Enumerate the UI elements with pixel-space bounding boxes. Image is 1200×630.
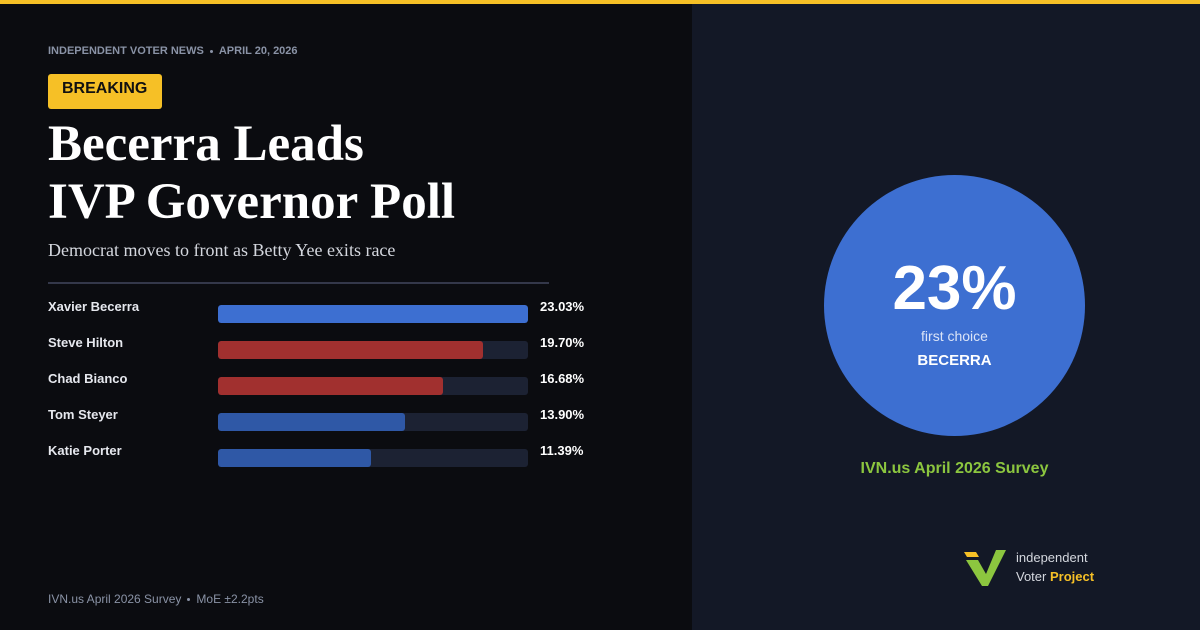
bar [218, 305, 528, 323]
logo-text: independent Voter Project [1016, 548, 1094, 586]
bar-track [218, 449, 528, 467]
value-label: 23.03% [540, 299, 585, 314]
date: APRIL 20, 2026 [218, 45, 298, 57]
callout-source: IVN.us April 2026 Survey [860, 460, 1049, 477]
bar-track [218, 413, 528, 431]
divider [48, 282, 549, 284]
footer: IVN.us April 2026 Survey MoE ±2.2pts [48, 592, 264, 606]
footer-source: IVN.us April 2026 Survey [48, 592, 182, 606]
callout-caption: first choice [921, 328, 988, 344]
candidate-name: Tom Steyer [48, 407, 118, 422]
separator [209, 49, 213, 53]
candidate-name: Chad Bianco [48, 371, 128, 386]
candidate-name: Xavier Becerra [48, 299, 140, 314]
logo-line: independent [1016, 550, 1088, 565]
logo-line: Voter Project [1016, 567, 1094, 586]
outlet: INDEPENDENT VOTER NEWS [48, 45, 204, 57]
bar-track [218, 341, 528, 359]
headline-line: IVP Governor Poll [48, 174, 456, 230]
bar [218, 449, 372, 467]
headline-line: Becerra Leads [48, 116, 364, 172]
value-label: 13.90% [540, 407, 585, 422]
bar [218, 341, 484, 359]
footer-moe: MoE ±2.2pts [196, 592, 264, 606]
logo-slash [964, 552, 979, 557]
logo-v [966, 550, 1006, 586]
bar-track [218, 377, 528, 395]
callout-circle: 23% first choice BECERRA [824, 175, 1085, 436]
headline: Becerra Leads IVP Governor Poll [48, 115, 455, 231]
bar [218, 377, 443, 395]
separator [187, 598, 191, 602]
tag-box: BREAKING [48, 74, 162, 109]
header-line: INDEPENDENT VOTER NEWS APRIL 20, 2026 [48, 45, 298, 57]
bar [218, 413, 406, 431]
tag: BREAKING [62, 80, 148, 97]
logo-mark [964, 550, 1006, 586]
value-label: 16.68% [540, 371, 585, 386]
value-label: 11.39% [540, 443, 584, 458]
bar-track [218, 305, 528, 323]
callout-figure: 23% [892, 254, 1017, 323]
callout-name: BECERRA [917, 352, 992, 369]
top-bar [0, 0, 1200, 4]
subtitle: Democrat moves to front as Betty Yee exi… [48, 240, 396, 260]
candidate-name: Steve Hilton [48, 335, 124, 350]
logo-word: Project [1049, 569, 1095, 584]
logo-word: Voter [1016, 569, 1047, 584]
value-label: 19.70% [540, 335, 585, 350]
candidate-name: Katie Porter [48, 443, 122, 458]
